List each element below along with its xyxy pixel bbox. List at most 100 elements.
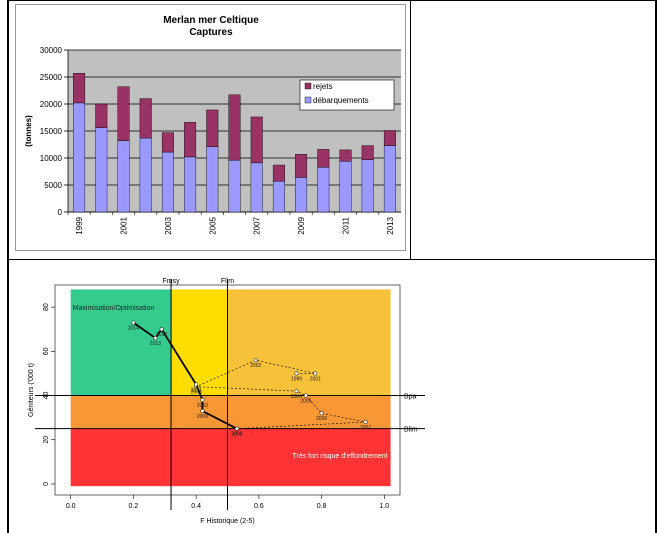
chart-subtitle: Captures [189, 27, 233, 38]
bar-discards-2002 [139, 98, 152, 139]
y-tick-label: 20 [43, 436, 50, 444]
bar-discards-2003 [161, 132, 174, 153]
catch-chart-panel: Merlan mer Celtique Captures 0 5000 10000 150… [15, 4, 406, 251]
bar-discards-2013 [383, 130, 396, 146]
point-label-2006: 2006 [316, 416, 327, 422]
y-tick-label: 30000 [40, 46, 63, 55]
y-tick-label: 25000 [40, 73, 63, 82]
point-label-2014: 2014 [128, 326, 139, 332]
point-2002 [253, 358, 258, 363]
legend-swatch-landings [304, 96, 312, 104]
bar-landings-2010 [317, 166, 330, 213]
point-2004 [294, 389, 299, 394]
bar-discards-2009 [295, 154, 308, 178]
x-tick-label: 0.4 [191, 503, 201, 510]
point-label-2008: 2008 [231, 432, 242, 438]
table-border-row [7, 259, 657, 260]
point-2001 [313, 371, 318, 376]
bar-discards-2004 [184, 122, 197, 158]
table-border-right [655, 0, 657, 533]
table-border-top [7, 0, 657, 1]
point-label-2009: 2009 [197, 414, 208, 420]
point-label-2013: 2013 [150, 341, 161, 347]
y-tick-label: 15000 [40, 127, 63, 136]
point-2013 [153, 336, 158, 341]
point-label-2005: 2005 [300, 399, 311, 405]
zone-orange [70, 395, 391, 429]
y-axis-label: (tonnes) [24, 115, 33, 147]
point-label-2004: 2004 [291, 394, 302, 400]
point-label-2003: 2003 [191, 390, 202, 396]
point-2014 [131, 320, 136, 325]
point-label-2010: 2010 [197, 403, 208, 409]
point-2009 [200, 408, 205, 414]
point-2005 [303, 393, 308, 398]
bar-landings-1999 [73, 102, 86, 213]
x-tick-label: 2009 [297, 216, 306, 234]
bar-landings-2002 [139, 137, 152, 213]
zone-light-orange [227, 289, 391, 396]
bar-discards-2006 [228, 94, 241, 161]
table-border-middle [410, 0, 411, 260]
flim-label: Flim [221, 278, 234, 285]
bar-discards-2001 [117, 86, 130, 141]
bar-landings-2013 [383, 145, 396, 213]
point-label-2008: 2008 [231, 432, 242, 438]
bar-landings-2012 [361, 159, 374, 213]
x-tick-label: 2011 [342, 216, 351, 234]
legend-label-discards: rejets [313, 82, 333, 91]
y-axis-label: Géniteurs ('000 t) [28, 363, 35, 417]
zone-maximisation [70, 289, 172, 396]
point-label-1999: 1999 [291, 376, 302, 382]
bar-discards-2012 [361, 145, 374, 160]
y-tick-label: 10000 [40, 154, 63, 163]
x-tick-label: 2003 [164, 216, 173, 234]
bar-discards-2008 [272, 164, 285, 182]
bar-landings-2008 [272, 181, 285, 213]
legend-label-landings: débarquements [313, 96, 369, 105]
x-tick-label: 2013 [386, 216, 395, 234]
x-tick-label: 1.0 [379, 503, 389, 510]
bar-landings-2005 [206, 146, 219, 213]
point-2007 [363, 420, 368, 425]
y-tick-label: 60 [43, 347, 50, 355]
x-tick-label: 0.6 [254, 503, 264, 510]
x-tick-label: 2005 [208, 216, 217, 234]
bar-discards-2011 [339, 149, 352, 162]
bar-landings-2011 [339, 161, 352, 213]
blim-label: Blim [404, 427, 418, 434]
point-2011 [194, 382, 199, 387]
bar-landings-2001 [117, 140, 130, 213]
table-border-left [7, 0, 9, 533]
bar-landings-2007 [250, 162, 263, 213]
x-tick-label: 0.2 [129, 503, 139, 510]
point-label-2007: 2007 [360, 425, 371, 431]
point-2006 [319, 411, 324, 416]
legend-box [299, 79, 395, 111]
x-tick-label: 1999 [75, 216, 84, 234]
y-tick-label: 5000 [44, 181, 62, 190]
x-tick-label: 0.0 [66, 503, 76, 510]
point-1999 [294, 371, 299, 376]
point-label-2011: 2011 [191, 387, 202, 393]
bar-discards-2000 [95, 103, 108, 128]
legend: rejets débarquements [299, 79, 395, 111]
zone-yellow [171, 289, 228, 396]
point-label-2002: 2002 [250, 363, 261, 369]
bar-landings-2006 [228, 159, 241, 213]
x-tick-label: 0.8 [317, 503, 327, 510]
stock-status-chart: Fmsy Flim Bpa Blim Maximisation/Optimisation… [28, 278, 425, 525]
bar-landings-2004 [184, 156, 197, 213]
y-tick-label: 0 [58, 208, 63, 217]
point-label-2012: 2012 [156, 332, 167, 338]
legend-swatch-discards [304, 82, 312, 90]
zone-label-maximisation: Maximisation/Optimisation [73, 305, 155, 312]
zone-collapse-risk [70, 428, 391, 487]
y-tick-label: 0 [43, 482, 50, 486]
bar-landings-2009 [295, 177, 308, 213]
x-tick-label: 2007 [253, 216, 262, 234]
point-2012 [159, 327, 164, 332]
bar-discards-2010 [317, 149, 330, 168]
